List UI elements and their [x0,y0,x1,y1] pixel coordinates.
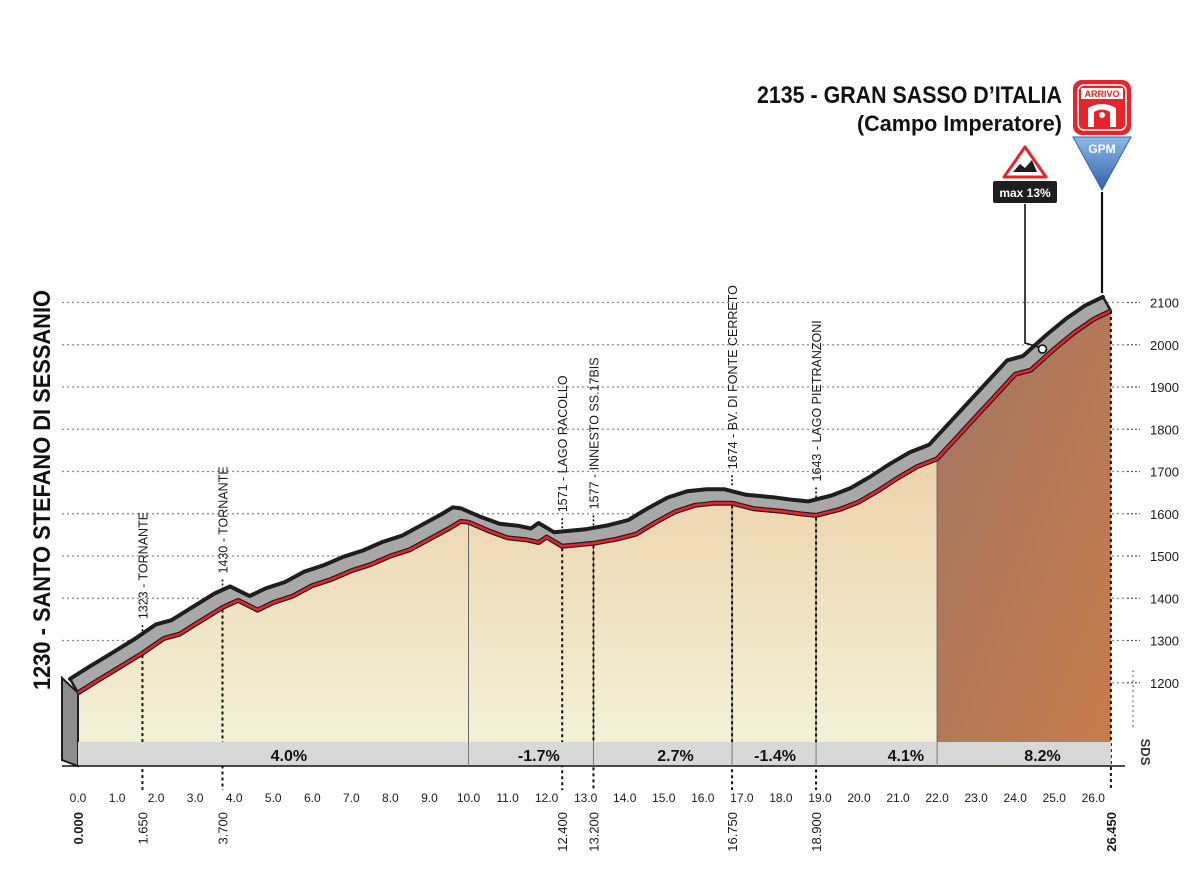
waypoint-label: 1577 - INNESTO SS.17BIS [587,357,601,509]
km-marker-label: 26.450 [1104,812,1119,852]
road-ribbon [68,294,1113,696]
km-marker-labels: 0.000 1.650 3.700 12.400 13.200 16.750 18.900 2… [71,812,1119,852]
y-tick-label: 1700 [1150,465,1179,480]
x-tick-label: 18.0 [769,791,793,805]
y-tick-label: 1200 [1150,676,1179,691]
segment-gradient-label: 4.1% [888,748,924,765]
x-tick-label: 19.0 [808,791,832,805]
profile-fill-main [78,458,938,742]
y-tick-label: 2100 [1150,296,1179,311]
x-tick-label: 6.0 [304,791,321,805]
road-red-line [77,309,1112,694]
gpm-label: GPM [1088,142,1115,156]
x-tick-label: 3.0 [187,791,204,805]
x-tick-label: 13.0 [574,791,598,805]
segment-gradient-label: -1.7% [518,748,560,765]
start-label: 1230 - SANTO STEFANO DI SESSANIO [29,290,56,690]
y-tick-label: 2000 [1150,338,1179,353]
x-tick-label: 24.0 [1004,791,1028,805]
warning-triangle-icon [1002,145,1048,179]
km-marker-label: 1.650 [135,812,150,845]
y-tick-label: 1800 [1150,422,1179,437]
x-tick-label: 8.0 [382,791,399,805]
x-tick-label: 16.0 [691,791,715,805]
y-axis-ticks: 1200 1300 1400 1500 1600 1700 1800 1900 2000 2100 [1127,296,1179,730]
waypoint-label: 1674 - BV. DI FONTE CERRETO [726,285,740,469]
x-tick-label: 2.0 [148,791,165,805]
waypoint-label: 1323 - TORNANTE [136,512,150,619]
x-tick-label: 20.0 [847,791,871,805]
gradient-strip-bg [78,742,1111,766]
y-tick-label: 1500 [1150,549,1179,564]
arrivo-badge: ARRIVO [1073,80,1131,135]
segment-gradient-label: 4.0% [271,748,307,765]
km-marker-label: 0.000 [71,812,86,845]
x-tick-label: 15.0 [652,791,676,805]
profile-fill-final [937,310,1111,742]
finish-arch-icon [1088,104,1116,127]
x-tick-label: 0.0 [70,791,87,805]
segment-gradient-label: 8.2% [1024,748,1060,765]
km-marker-label: 16.750 [725,812,740,852]
waypoint-label: 1643 - LAGO PIETRANZONI [810,320,824,481]
x-tick-label: 12.0 [535,791,559,805]
km-marker-label: 12.400 [555,812,570,852]
watermark: SDS [1138,739,1153,766]
y-tick-label: 1400 [1150,591,1179,606]
waypoint-label: 1430 - TORNANTE [216,466,230,573]
y-tick-label: 1600 [1150,507,1179,522]
km-marker-label: 3.700 [215,812,230,845]
y-tick-label: 1300 [1150,634,1179,649]
x-tick-label: 4.0 [226,791,243,805]
x-tick-label: 7.0 [343,791,360,805]
segment-gradient-label: 2.7% [657,748,693,765]
finish-sublabel: (Campo Imperatore) [857,111,1062,136]
x-tick-label: 25.0 [1043,791,1067,805]
x-tick-label: 14.0 [613,791,637,805]
x-tick-label: 9.0 [421,791,438,805]
x-tick-label: 17.0 [730,791,754,805]
x-tick-label: 23.0 [964,791,988,805]
x-axis-ticks: 0.0 1.0 2.0 3.0 4.0 5.0 6.0 7.0 8.0 9.0 10.0 11.0 12… [70,791,1106,805]
max-gradient-label: max 13% [999,186,1051,200]
y-tick-label: 1900 [1150,380,1179,395]
waypoint-markers: 1323 - TORNANTE 1430 - TORNANTE 1571 - LAG… [136,285,1112,790]
km-marker-label: 18.900 [809,812,824,852]
waypoint-label: 1571 - LAGO RACOLLO [556,375,570,512]
x-tick-label: 10.0 [457,791,481,805]
km-marker-label: 13.200 [586,812,601,852]
x-tick-label: 1.0 [109,791,126,805]
profile-fill [61,310,1111,768]
road-top-edge [68,294,1105,681]
finish-label: 2135 - GRAN SASSO D’ITALIA [757,82,1062,109]
gpm-badge: GPM [1072,136,1132,293]
x-tick-label: 21.0 [886,791,910,805]
gradient-strip: 4.0% -1.7% 2.7% -1.4% 4.1% 8.2% [62,742,1125,767]
segment-gradient-label: -1.4% [754,748,796,765]
x-tick-label: 5.0 [265,791,282,805]
x-tick-label: 22.0 [925,791,949,805]
x-tick-label: 11.0 [496,791,519,805]
arrivo-label: ARRIVO [1084,89,1119,99]
x-tick-label: 26.0 [1082,791,1106,805]
max-gradient-badge: max 13% [993,145,1057,354]
